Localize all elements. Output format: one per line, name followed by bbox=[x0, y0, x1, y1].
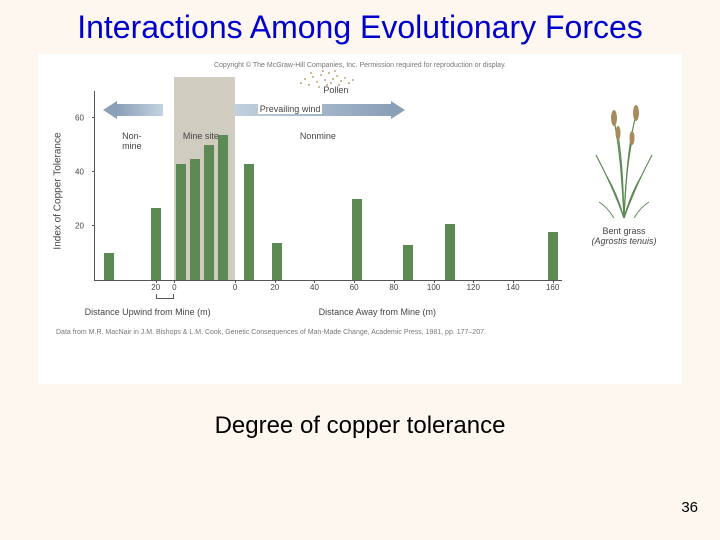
x-tick-label: 120 bbox=[467, 283, 480, 292]
grass-caption: Bent grass (Agrostis tenuis) bbox=[574, 227, 674, 247]
subtitle: Degree of copper tolerance bbox=[0, 412, 720, 440]
x-tick-label: 160 bbox=[546, 283, 559, 292]
bar bbox=[176, 164, 186, 280]
zone-nonmine-left: Non- mine bbox=[122, 131, 142, 151]
zone-mine-site: Mine site bbox=[183, 131, 219, 141]
chart-area: Index of Copper Tolerance Pollen bbox=[94, 71, 562, 311]
x-tick-label: 100 bbox=[427, 283, 440, 292]
bar bbox=[151, 208, 161, 281]
x-tick-label: 20 bbox=[151, 283, 160, 292]
bar bbox=[403, 245, 413, 280]
bracket bbox=[156, 294, 175, 299]
x-tick-label: 40 bbox=[310, 283, 319, 292]
y-tick-mark bbox=[92, 117, 95, 118]
x-axis-left-label: Distance Upwind from Mine (m) bbox=[85, 307, 211, 317]
y-tick-mark bbox=[92, 225, 95, 226]
x-tick-label: 80 bbox=[389, 283, 398, 292]
y-tick-label: 20 bbox=[75, 222, 84, 231]
x-tick-label: 20 bbox=[270, 283, 279, 292]
grass-icon bbox=[574, 90, 674, 220]
bar bbox=[244, 164, 254, 280]
bar bbox=[190, 159, 200, 281]
bar bbox=[445, 224, 455, 281]
x-tick-label: 0 bbox=[233, 283, 237, 292]
bar bbox=[104, 253, 114, 280]
x-tick-label: 140 bbox=[506, 283, 519, 292]
zone-nonmine-right: Nonmine bbox=[300, 131, 336, 141]
grass-illustration: Bent grass (Agrostis tenuis) bbox=[574, 90, 674, 247]
x-tick-label: 0 bbox=[172, 283, 176, 292]
y-axis-label: Index of Copper Tolerance bbox=[53, 133, 64, 250]
y-tick-label: 40 bbox=[75, 168, 84, 177]
x-tick-label: 60 bbox=[350, 283, 359, 292]
figure-container: Copyright © The McGraw-Hill Companies, I… bbox=[38, 54, 682, 384]
bar bbox=[204, 145, 214, 280]
data-credit: Data from M.R. MacNair in J.M. Bishops &… bbox=[56, 329, 672, 336]
bar bbox=[352, 199, 362, 280]
grass-name: Bent grass bbox=[602, 226, 645, 236]
bar bbox=[548, 232, 558, 281]
page-number: 36 bbox=[681, 499, 698, 516]
y-tick-label: 60 bbox=[75, 114, 84, 123]
page-title: Interactions Among Evolutionary Forces bbox=[0, 0, 720, 50]
x-axis-right-label: Distance Away from Mine (m) bbox=[319, 307, 436, 317]
bar bbox=[272, 243, 282, 281]
bar bbox=[218, 135, 228, 281]
plot-region: 204060200020406080100120140160 bbox=[94, 91, 562, 281]
grass-species: (Agrostis tenuis) bbox=[591, 236, 656, 246]
y-tick-mark bbox=[92, 171, 95, 172]
